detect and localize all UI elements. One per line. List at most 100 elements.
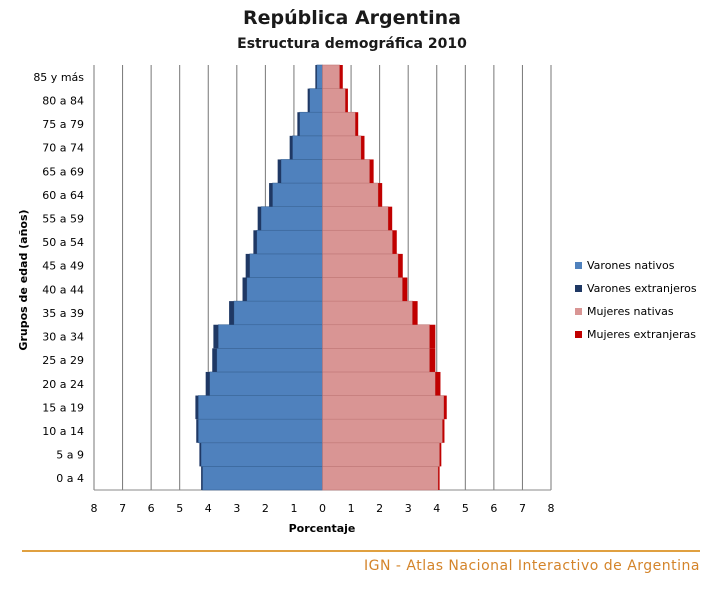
x-tick-label: 0 [319, 502, 326, 515]
x-tick-label: 5 [176, 502, 183, 515]
y-tick-label: 10 a 14 [42, 425, 84, 438]
bar-varones-extranjeros [289, 135, 293, 160]
bar-mujeres-extranjeras [398, 253, 403, 278]
bar-mujeres-extranjeras [443, 395, 447, 420]
bar-varones-nativos [280, 159, 323, 184]
bar-varones-extranjeros [229, 301, 234, 325]
bar-mujeres-extranjeras [442, 419, 445, 443]
x-tick-label: 8 [91, 502, 98, 515]
bar-mujeres-nativas [322, 442, 440, 467]
bar-mujeres-nativas [322, 418, 443, 444]
footer-divider [22, 550, 700, 552]
legend-swatch [575, 262, 582, 269]
bar-mujeres-extranjeras [369, 159, 374, 184]
bar-varones-extranjeros [277, 159, 282, 184]
bar-mujeres-nativas [322, 324, 430, 349]
bar-mujeres-nativas [322, 229, 393, 255]
y-tick-label: 80 a 84 [42, 94, 84, 107]
x-tick-label: 4 [205, 502, 212, 515]
bar-varones-extranjeros [315, 65, 317, 89]
x-tick-label: 1 [348, 502, 355, 515]
bar-mujeres-nativas [322, 395, 445, 420]
x-tick-label: 6 [148, 502, 155, 515]
legend-label: Mujeres nativas [587, 305, 674, 318]
bar-varones-extranjeros [205, 371, 210, 396]
bar-varones-nativos [272, 182, 323, 207]
x-tick-label: 1 [290, 502, 297, 515]
bar-varones-extranjeros [269, 183, 273, 207]
y-tick-label: 40 a 44 [42, 283, 84, 296]
y-tick-label: 30 a 34 [42, 331, 84, 344]
bar-mujeres-extranjeras [439, 442, 442, 467]
bar-varones-nativos [260, 206, 323, 231]
y-tick-label: 15 a 19 [42, 401, 84, 414]
bar-mujeres-nativas [322, 135, 362, 160]
bar-mujeres-extranjeras [429, 324, 436, 349]
bar-varones-extranjeros [257, 206, 262, 231]
bar-varones-extranjeros [242, 277, 247, 302]
legend: Varones nativos Varones extranjeros Mujere… [575, 259, 697, 341]
legend-swatch [575, 308, 582, 315]
bar-varones-nativos [217, 324, 323, 349]
legend-label: Varones nativos [587, 259, 675, 272]
bar-mujeres-extranjeras [429, 348, 436, 372]
bar-varones-nativos [233, 300, 323, 326]
x-tick-label: 6 [490, 502, 497, 515]
bar-mujeres-nativas [322, 159, 370, 184]
y-tick-label: 45 a 49 [42, 260, 84, 273]
bar-mujeres-nativas [322, 182, 379, 207]
bar-varones-nativos [216, 348, 323, 373]
y-tick-label: 55 a 59 [42, 212, 84, 225]
bar-varones-extranjeros [307, 88, 310, 113]
x-tick-label: 8 [548, 502, 555, 515]
bar-mujeres-nativas [322, 253, 399, 278]
y-tick-label: 85 y más [33, 71, 84, 84]
y-tick-label: 35 a 39 [42, 307, 84, 320]
x-tick-label: 7 [519, 502, 526, 515]
y-tick-label: 20 a 24 [42, 378, 84, 391]
y-tick-label: 5 a 9 [56, 449, 84, 462]
bar-mujeres-extranjeras [435, 371, 441, 396]
chart-title: República Argentina [243, 7, 461, 29]
bar-mujeres-extranjeras [412, 301, 418, 325]
bar-varones-extranjeros [196, 419, 199, 443]
bar-mujeres-nativas [322, 64, 340, 89]
y-tick-label: 0 a 4 [56, 472, 84, 485]
bar-mujeres-nativas [322, 300, 413, 326]
bar-varones-extranjeros [201, 466, 203, 490]
bar-varones-nativos [309, 88, 323, 113]
bar-mujeres-nativas [322, 206, 389, 231]
bar-varones-nativos [246, 277, 323, 302]
bar-varones-nativos [249, 253, 323, 278]
bar-varones-extranjeros [212, 348, 217, 372]
bar-mujeres-extranjeras [345, 88, 348, 113]
x-tick-label: 7 [119, 502, 126, 515]
bar-varones-extranjeros [213, 324, 219, 349]
bar-varones-nativos [316, 64, 323, 89]
x-axis-label: Porcentaje [289, 522, 356, 535]
bar-mujeres-extranjeras [355, 112, 359, 136]
y-tick-label: 75 a 79 [42, 118, 84, 131]
x-tick-label: 2 [376, 502, 383, 515]
bar-mujeres-nativas [322, 111, 356, 137]
x-tick-label: 4 [433, 502, 440, 515]
bar-mujeres-extranjeras [361, 135, 365, 160]
bar-mujeres-nativas [322, 88, 346, 113]
y-axis-label: Grupos de edad (años) [17, 209, 30, 350]
y-tick-label: 70 a 74 [42, 142, 84, 155]
legend-swatch [575, 285, 582, 292]
y-tick-label: 65 a 69 [42, 165, 84, 178]
bar-mujeres-extranjeras [378, 183, 383, 207]
bar-mujeres-nativas [322, 466, 439, 491]
x-tick-label: 5 [462, 502, 469, 515]
y-tick-labels: 0 a 4 5 a 9 10 a 14 15 a 19 20 a 24 25 a 29 30… [33, 71, 84, 485]
bar-varones-nativos [197, 418, 323, 444]
bar-mujeres-nativas [322, 277, 403, 302]
x-tick-label: 2 [262, 502, 269, 515]
bar-varones-nativos [197, 395, 323, 420]
bar-varones-extranjeros [195, 395, 199, 420]
bar-varones-nativos [202, 466, 323, 491]
bar-varones-nativos [209, 371, 323, 396]
x-tick-labels: 8 7 6 5 4 3 2 1 0 1 2 3 4 5 6 7 8 [91, 502, 555, 515]
legend-swatch [575, 331, 582, 338]
